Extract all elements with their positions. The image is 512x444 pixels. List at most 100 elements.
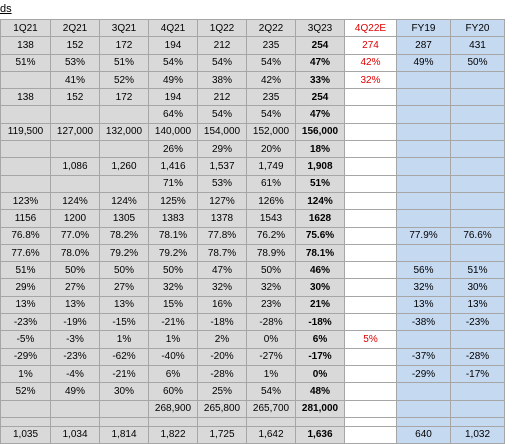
table-cell[interactable]: 61%	[246, 174, 296, 193]
table-cell[interactable]: 53%	[50, 53, 100, 72]
table-cell[interactable]: 38%	[197, 70, 247, 90]
column-header[interactable]: 4Q22E	[344, 18, 397, 38]
column-header[interactable]: FY20	[450, 18, 505, 38]
table-cell[interactable]	[450, 105, 505, 124]
table-cell[interactable]	[344, 226, 397, 245]
table-cell[interactable]: 78.0%	[50, 243, 100, 263]
table-cell[interactable]	[396, 157, 451, 176]
table-cell[interactable]: 254	[295, 88, 345, 107]
table-cell[interactable]: 13%	[0, 295, 51, 315]
column-header[interactable]: FY19	[396, 18, 451, 38]
table-cell[interactable]: 119,500	[0, 122, 51, 142]
table-cell[interactable]: 152	[50, 88, 100, 107]
table-cell[interactable]: 1,086	[50, 157, 100, 176]
table-cell[interactable]: 140,000	[148, 122, 198, 142]
table-cell[interactable]	[396, 399, 451, 418]
table-cell[interactable]: 1378	[197, 209, 247, 228]
table-cell[interactable]	[450, 140, 505, 159]
table-cell[interactable]	[450, 399, 505, 418]
table-cell[interactable]: 1,908	[295, 157, 345, 176]
table-cell[interactable]	[450, 122, 505, 142]
table-cell[interactable]: 254	[295, 36, 345, 55]
table-cell[interactable]	[344, 105, 397, 124]
table-cell[interactable]: 26%	[148, 140, 198, 159]
table-cell[interactable]	[99, 399, 149, 418]
table-cell[interactable]	[396, 382, 451, 401]
table-cell[interactable]: 138	[0, 88, 51, 107]
table-cell[interactable]: -23%	[50, 347, 100, 366]
table-cell[interactable]: 1,636	[295, 425, 345, 444]
table-cell[interactable]: 132,000	[99, 122, 149, 142]
table-cell[interactable]: 51%	[0, 261, 51, 280]
table-cell[interactable]: 13%	[450, 295, 505, 315]
table-cell[interactable]: -28%	[450, 347, 505, 366]
table-cell[interactable]: -28%	[246, 313, 296, 332]
table-cell[interactable]	[396, 88, 451, 107]
table-cell[interactable]: 32%	[197, 278, 247, 297]
table-cell[interactable]: 77.6%	[0, 243, 51, 263]
table-cell[interactable]	[99, 105, 149, 124]
table-cell[interactable]: 1,537	[197, 157, 247, 176]
table-cell[interactable]: 79.2%	[148, 243, 198, 263]
table-cell[interactable]: 287	[396, 36, 451, 55]
table-cell[interactable]: 54%	[246, 105, 296, 124]
table-cell[interactable]: -62%	[99, 347, 149, 366]
table-cell[interactable]	[450, 191, 505, 211]
table-cell[interactable]	[450, 88, 505, 107]
table-cell[interactable]	[295, 416, 345, 427]
table-cell[interactable]	[450, 243, 505, 263]
table-cell[interactable]	[450, 416, 505, 427]
table-cell[interactable]: 50%	[99, 261, 149, 280]
table-cell[interactable]: 27%	[99, 278, 149, 297]
table-cell[interactable]	[344, 295, 397, 315]
table-cell[interactable]: 16%	[197, 295, 247, 315]
table-cell[interactable]: 124%	[99, 191, 149, 211]
table-cell[interactable]	[344, 157, 397, 176]
table-cell[interactable]: 1305	[99, 209, 149, 228]
table-cell[interactable]	[396, 243, 451, 263]
table-cell[interactable]: 1%	[0, 364, 51, 384]
table-cell[interactable]: 235	[246, 36, 296, 55]
table-cell[interactable]: 2%	[197, 330, 247, 349]
table-cell[interactable]: 47%	[295, 53, 345, 72]
table-cell[interactable]	[246, 416, 296, 427]
table-cell[interactable]: 54%	[197, 53, 247, 72]
table-cell[interactable]: 1543	[246, 209, 296, 228]
table-cell[interactable]: 54%	[197, 105, 247, 124]
table-cell[interactable]	[344, 140, 397, 159]
table-cell[interactable]: 172	[99, 36, 149, 55]
column-header[interactable]: 4Q21	[148, 18, 198, 38]
table-cell[interactable]: 20%	[246, 140, 296, 159]
table-cell[interactable]	[99, 174, 149, 193]
table-cell[interactable]: 431	[450, 36, 505, 55]
table-cell[interactable]: -18%	[197, 313, 247, 332]
table-cell[interactable]: 30%	[450, 278, 505, 297]
table-cell[interactable]: 50%	[50, 261, 100, 280]
table-cell[interactable]: 51%	[450, 261, 505, 280]
table-cell[interactable]	[148, 416, 198, 427]
table-cell[interactable]: 124%	[50, 191, 100, 211]
table-cell[interactable]: 78.2%	[99, 226, 149, 245]
table-cell[interactable]	[344, 278, 397, 297]
table-cell[interactable]: 123%	[0, 191, 51, 211]
table-cell[interactable]	[450, 70, 505, 90]
table-cell[interactable]: 23%	[246, 295, 296, 315]
table-cell[interactable]: 42%	[344, 53, 397, 72]
column-header[interactable]: 3Q23	[295, 18, 345, 38]
table-cell[interactable]: 52%	[99, 70, 149, 90]
table-cell[interactable]: 29%	[197, 140, 247, 159]
column-header[interactable]: 2Q21	[50, 18, 100, 38]
table-cell[interactable]: 78.7%	[197, 243, 247, 263]
table-cell[interactable]: 71%	[148, 174, 198, 193]
table-cell[interactable]: 54%	[246, 382, 296, 401]
table-cell[interactable]	[344, 425, 397, 444]
table-cell[interactable]: 5%	[344, 330, 397, 349]
table-cell[interactable]: 76.2%	[246, 226, 296, 245]
table-cell[interactable]: 265,700	[246, 399, 296, 418]
table-cell[interactable]	[396, 191, 451, 211]
table-cell[interactable]: -3%	[50, 330, 100, 349]
table-cell[interactable]: 1383	[148, 209, 198, 228]
table-cell[interactable]: -4%	[50, 364, 100, 384]
table-cell[interactable]: 27%	[50, 278, 100, 297]
table-cell[interactable]: -29%	[0, 347, 51, 366]
